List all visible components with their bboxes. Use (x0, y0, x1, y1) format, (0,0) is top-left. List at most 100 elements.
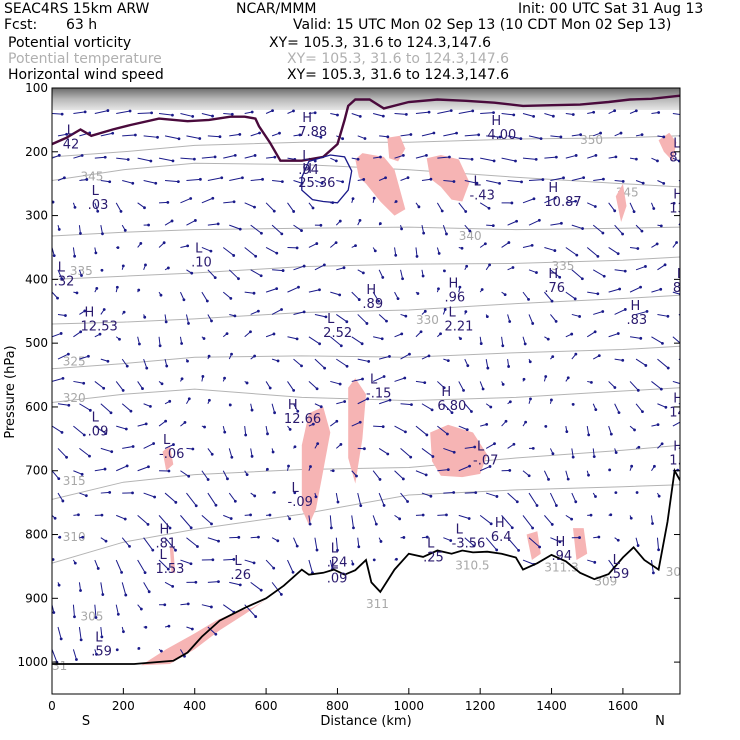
wind-arrow (143, 135, 158, 138)
wind-arrow-head (498, 135, 502, 139)
wind-arrow (314, 537, 318, 551)
wind-arrow (115, 559, 123, 573)
wind-arrow (137, 515, 149, 525)
wind-arrow-head (415, 254, 419, 258)
wind-arrow (372, 291, 380, 302)
wind-arrow-head (523, 342, 527, 346)
wind-arrow (94, 559, 99, 569)
wind-arrow-head (95, 652, 98, 656)
wind-arrow-head (544, 375, 548, 378)
wind-arrow-head (249, 513, 252, 517)
wind-arrow-head (205, 299, 209, 303)
extremum-value: -3.56 (452, 536, 486, 551)
wind-arrow (565, 154, 577, 159)
wind-arrow (207, 626, 217, 635)
wind-arrow-head (470, 157, 474, 161)
high-marker: H (673, 187, 683, 202)
wind-arrow (528, 492, 538, 506)
wind-arrow (201, 113, 213, 117)
wind-arrow-head (320, 181, 324, 185)
wind-arrow (335, 492, 339, 503)
wind-arrow-head (613, 386, 617, 389)
wind-arrow (571, 269, 583, 280)
wind-arrow-head (538, 545, 542, 549)
wind-arrow (357, 358, 369, 362)
extremum-value: .09 (88, 425, 109, 440)
y-tick-label: 400 (25, 272, 48, 286)
wind-arrow (501, 113, 514, 116)
low-marker: L (292, 481, 300, 496)
wind-arrow (357, 537, 360, 547)
wind-arrow (421, 492, 432, 497)
wind-arrow (372, 470, 381, 480)
extremum-value: .83 (626, 313, 647, 328)
extremum-value: .76 (544, 281, 565, 296)
high-marker: H (159, 522, 169, 537)
wind-arrow (351, 113, 361, 117)
wind-arrow (550, 135, 561, 138)
wind-arrow (635, 310, 648, 315)
wind-arrow-head (279, 593, 283, 596)
extremum-value: .89 (362, 297, 383, 312)
wind-arrow (137, 157, 151, 162)
wind-arrow (550, 314, 557, 322)
extremum-value: 42 (63, 138, 80, 153)
wind-arrow (250, 269, 262, 277)
wind-arrow-head (100, 268, 104, 272)
wind-arrow-head (232, 200, 236, 204)
wind-arrow-head (634, 157, 638, 161)
wind-arrow-head (336, 113, 339, 117)
wind-arrow (115, 381, 124, 391)
wind-arrow-head (437, 252, 441, 255)
wind-arrow-head (645, 310, 649, 313)
low-marker: L (67, 124, 75, 139)
wind-arrow-head (617, 411, 621, 415)
wind-arrow-head (656, 159, 659, 163)
wind-arrow (228, 269, 239, 280)
wind-arrow-head (614, 155, 618, 159)
wind-arrow (164, 444, 174, 449)
y-tick-label: 900 (25, 591, 48, 605)
wind-arrow (437, 110, 452, 115)
wind-arrow (244, 291, 255, 294)
wind-arrow (415, 425, 428, 436)
wind-arrow-head (510, 526, 514, 530)
wind-arrow (201, 156, 216, 159)
wind-arrow-head (187, 397, 191, 401)
wind-arrow-head (288, 427, 292, 431)
wind-arrow (351, 378, 363, 382)
wind-arrow-head (280, 180, 284, 184)
wind-arrow-head (238, 583, 242, 587)
wind-arrow (443, 179, 455, 182)
wind-arrow-head (336, 500, 340, 504)
wind-arrow-head (558, 540, 562, 544)
wind-arrow (116, 514, 126, 520)
wind-arrow-head (229, 296, 233, 300)
wind-arrow-head (196, 545, 199, 548)
wind-arrow-head (73, 254, 77, 258)
wind-arrow (565, 200, 576, 204)
wind-arrow-head (410, 403, 413, 407)
field-pv-xy: XY= 105.3, 31.6 to 124.3,147.6 (269, 35, 492, 51)
forecast-hours: 63 h (66, 17, 98, 33)
wind-arrow-head (334, 159, 338, 163)
wind-arrow-head (254, 615, 258, 618)
wind-arrow (672, 380, 680, 385)
wind-arrow-head (358, 420, 362, 424)
wind-arrow-head (425, 153, 428, 157)
wind-arrow-head (298, 133, 302, 137)
wind-arrow (378, 447, 389, 455)
low-marker: L (613, 553, 621, 568)
wind-arrow (507, 179, 522, 183)
wind-arrow-head (296, 409, 300, 413)
wind-arrow-head (192, 157, 196, 161)
wind-arrow-head (125, 464, 129, 468)
wind-arrow-head (342, 266, 346, 270)
wind-arrow-head (594, 153, 598, 157)
wind-arrow-head (377, 299, 380, 303)
wind-arrow-head (223, 376, 226, 380)
wind-arrow-head (682, 383, 685, 386)
wind-arrow (121, 403, 132, 412)
wind-arrow-head (104, 432, 108, 436)
